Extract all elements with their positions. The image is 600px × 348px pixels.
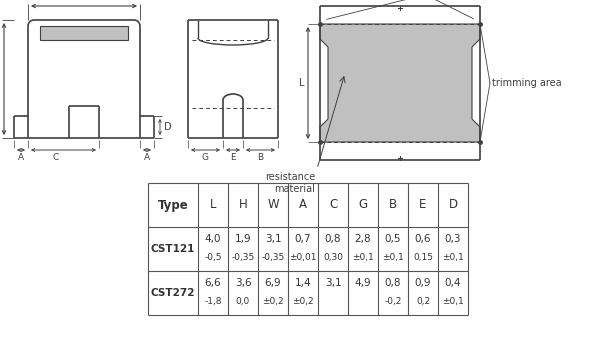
Text: -1,8: -1,8 — [204, 297, 222, 306]
Text: ±0,1: ±0,1 — [442, 253, 464, 262]
Text: 6,6: 6,6 — [205, 278, 221, 288]
Text: 0,30: 0,30 — [323, 253, 343, 262]
Text: 0,8: 0,8 — [325, 234, 341, 244]
Text: C: C — [329, 198, 337, 212]
Text: 0,9: 0,9 — [415, 278, 431, 288]
Text: 2,8: 2,8 — [355, 234, 371, 244]
Text: 0,4: 0,4 — [445, 278, 461, 288]
Text: CST272: CST272 — [151, 288, 195, 298]
Text: H: H — [239, 198, 247, 212]
Text: A: A — [18, 153, 24, 162]
Text: ±0,1: ±0,1 — [442, 297, 464, 306]
Text: L: L — [210, 198, 216, 212]
Text: -0,2: -0,2 — [385, 297, 401, 306]
Text: B: B — [389, 198, 397, 212]
Text: 6,9: 6,9 — [265, 278, 281, 288]
Text: W: W — [267, 198, 279, 212]
Text: trimming area: trimming area — [492, 78, 562, 88]
Text: E: E — [419, 198, 427, 212]
Text: 0,0: 0,0 — [236, 297, 250, 306]
Text: 3,6: 3,6 — [235, 278, 251, 288]
Text: -0,5: -0,5 — [204, 253, 222, 262]
Text: G: G — [202, 153, 209, 162]
Polygon shape — [40, 26, 128, 40]
Text: 0,2: 0,2 — [416, 297, 430, 306]
Text: 0,5: 0,5 — [385, 234, 401, 244]
Text: -0,35: -0,35 — [262, 253, 284, 262]
Text: 0,6: 0,6 — [415, 234, 431, 244]
Text: 0,8: 0,8 — [385, 278, 401, 288]
Text: 3,1: 3,1 — [265, 234, 281, 244]
Text: ±0,2: ±0,2 — [292, 297, 314, 306]
Text: ±0,2: ±0,2 — [262, 297, 284, 306]
Text: resistance
material: resistance material — [265, 172, 315, 195]
Text: CST121: CST121 — [151, 244, 195, 254]
Text: 0,7: 0,7 — [295, 234, 311, 244]
Text: L: L — [299, 78, 304, 88]
Text: 0,15: 0,15 — [413, 253, 433, 262]
Text: D: D — [448, 198, 458, 212]
Text: 0,3: 0,3 — [445, 234, 461, 244]
Text: 4,9: 4,9 — [355, 278, 371, 288]
Text: 1,4: 1,4 — [295, 278, 311, 288]
Text: G: G — [358, 198, 368, 212]
Text: B: B — [257, 153, 263, 162]
Text: E: E — [230, 153, 236, 162]
Text: Type: Type — [158, 198, 188, 212]
Text: 4,0: 4,0 — [205, 234, 221, 244]
Text: ±0,1: ±0,1 — [352, 253, 374, 262]
Text: -0,35: -0,35 — [232, 253, 254, 262]
Polygon shape — [320, 24, 480, 142]
Text: 3,1: 3,1 — [325, 278, 341, 288]
Text: A: A — [144, 153, 150, 162]
Text: ±0,01: ±0,01 — [289, 253, 317, 262]
Text: W: W — [79, 0, 89, 2]
Text: C: C — [52, 153, 59, 162]
Text: 1,9: 1,9 — [235, 234, 251, 244]
Text: D: D — [164, 122, 172, 132]
Text: ±0,1: ±0,1 — [382, 253, 404, 262]
Text: A: A — [299, 198, 307, 212]
